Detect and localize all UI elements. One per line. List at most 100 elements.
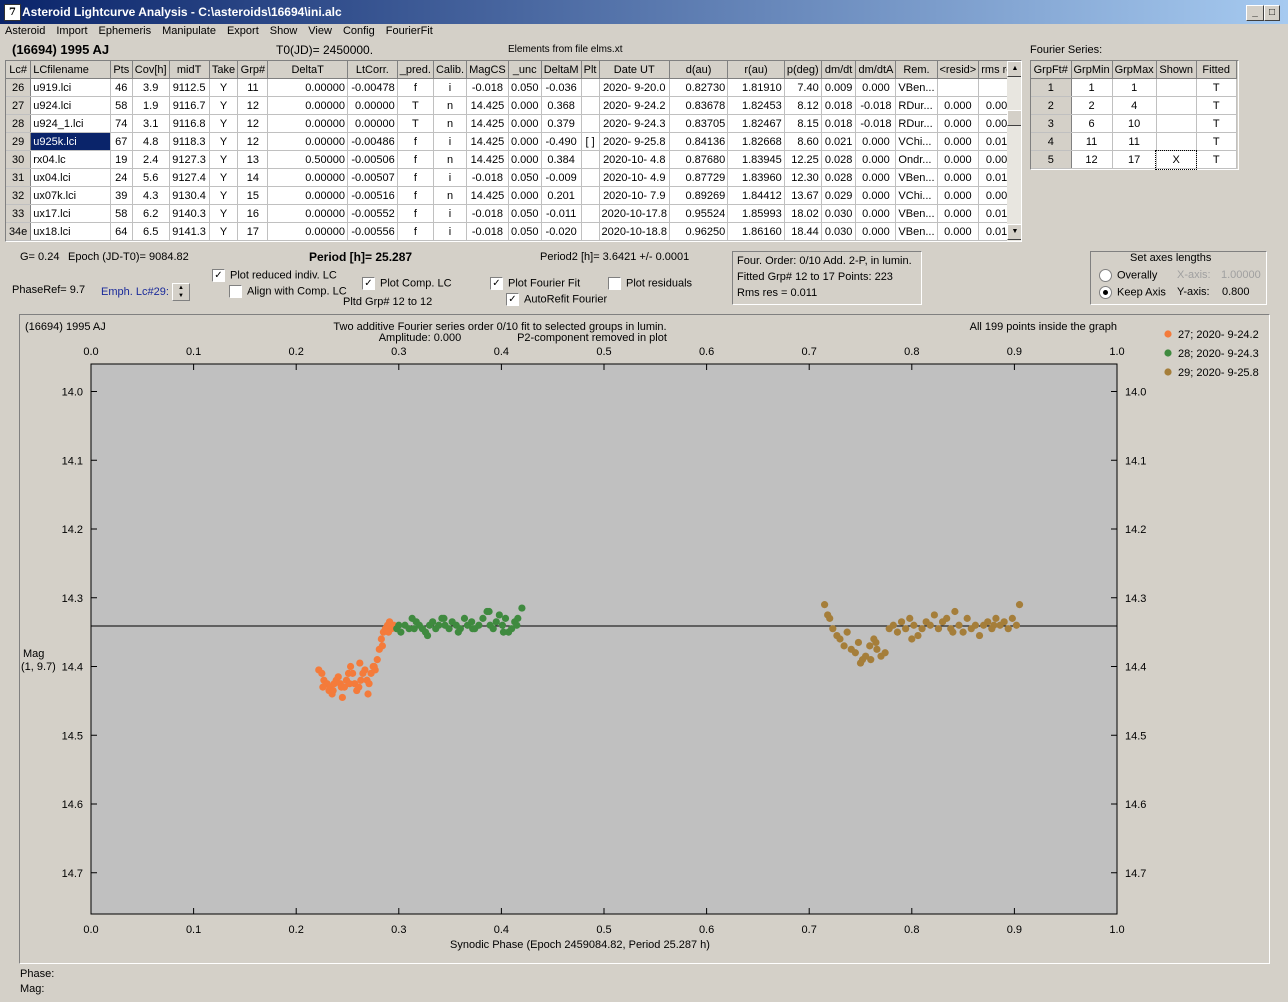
column-header[interactable]: LCfilename <box>30 61 111 79</box>
table-cell[interactable]: -0.018 <box>466 78 509 97</box>
lightcurve-plot-panel[interactable]: (16694) 1995 AJ Two additive Fourier ser… <box>19 314 1270 964</box>
table-cell[interactable]: -0.00507 <box>347 168 398 187</box>
table-cell[interactable] <box>581 168 600 187</box>
table-cell[interactable]: 14.425 <box>466 186 509 205</box>
table-cell[interactable]: 0.000 <box>855 132 897 151</box>
table-cell[interactable]: i <box>433 222 468 241</box>
table-cell[interactable] <box>937 78 980 97</box>
table-cell[interactable]: 64 <box>110 222 133 241</box>
table-cell[interactable]: 0.009 <box>821 78 857 97</box>
plot-fourier-check-icon[interactable]: ✓ <box>490 277 503 290</box>
table-cell[interactable]: 0.87680 <box>669 150 729 169</box>
table-cell[interactable]: -0.490 <box>541 132 582 151</box>
column-header[interactable]: midT <box>169 61 210 79</box>
column-header[interactable]: Calib. <box>433 61 468 79</box>
fourier-row[interactable]: 3 6 10 T <box>1031 114 1237 133</box>
table-cell[interactable] <box>581 78 600 97</box>
fourier-row-number[interactable]: 1 <box>1031 78 1072 97</box>
table-cell[interactable]: 9116.7 <box>169 96 210 115</box>
table-cell[interactable]: 0.030 <box>821 204 857 223</box>
table-cell[interactable]: 2020-10- 4.9 <box>599 168 670 187</box>
fourier-series-table[interactable]: GrpFt# GrpMin GrpMax Shown Fitted 1 1 1 T 2 2 4 T 3 6 1… <box>1030 60 1239 170</box>
table-cell[interactable]: 0.95524 <box>669 204 729 223</box>
table-cell[interactable]: 58 <box>110 204 133 223</box>
table-cell[interactable]: 3.9 <box>132 78 170 97</box>
fourier-column-header[interactable]: GrpFt# <box>1031 61 1072 79</box>
table-cell[interactable]: 7.40 <box>784 78 822 97</box>
fourier-row-number[interactable]: 2 <box>1031 96 1072 115</box>
fourier-cell[interactable] <box>1156 78 1197 97</box>
table-cell[interactable]: 0.000 <box>937 222 980 241</box>
table-cell[interactable]: Y <box>209 150 239 169</box>
table-cell[interactable]: 5.6 <box>132 168 170 187</box>
table-row[interactable]: 26 u919.lci 46 3.9 9112.5 Y 11 0.00000 -0.00478 f… <box>6 78 1021 97</box>
table-cell[interactable]: 19 <box>110 150 133 169</box>
minimize-button[interactable]: _ <box>1246 5 1264 21</box>
table-cell[interactable]: 0.000 <box>937 132 980 151</box>
table-cell[interactable]: f <box>397 222 434 241</box>
table-cell[interactable] <box>581 186 600 205</box>
table-cell[interactable]: -0.018 <box>855 96 897 115</box>
table-cell[interactable]: 1.85993 <box>727 204 785 223</box>
table-cell[interactable]: 0.000 <box>508 186 542 205</box>
table-cell[interactable]: ux18.lci <box>30 222 111 241</box>
table-cell[interactable]: 9112.5 <box>169 78 210 97</box>
column-header[interactable]: DeltaM <box>541 61 582 79</box>
menu-asteroid[interactable]: Asteroid <box>5 25 46 37</box>
table-cell[interactable]: f <box>397 168 434 187</box>
fourier-cell[interactable]: 1 <box>1112 78 1157 97</box>
table-cell[interactable]: i <box>433 78 468 97</box>
align-comp-check-icon[interactable] <box>229 285 242 298</box>
table-cell[interactable]: 0.379 <box>541 114 582 133</box>
table-cell[interactable]: -0.00552 <box>347 204 398 223</box>
column-header[interactable]: dm/dt <box>821 61 857 79</box>
row-number-cell[interactable]: 27 <box>6 96 32 115</box>
fourier-cell[interactable]: 10 <box>1112 114 1157 133</box>
table-cell[interactable] <box>581 96 600 115</box>
table-cell[interactable]: Y <box>209 132 239 151</box>
table-cell[interactable]: Y <box>209 78 239 97</box>
table-cell[interactable]: 9130.4 <box>169 186 210 205</box>
fourier-cell[interactable]: T <box>1196 78 1237 97</box>
table-cell[interactable]: 67 <box>110 132 133 151</box>
table-cell[interactable]: 0.00000 <box>267 96 348 115</box>
fourier-cell[interactable]: 12 <box>1071 150 1113 169</box>
column-header[interactable]: <resid> <box>937 61 980 79</box>
table-cell[interactable]: 2020-10- 7.9 <box>599 186 670 205</box>
plot-residuals-checkbox[interactable]: Plot residuals <box>608 277 692 290</box>
table-cell[interactable]: f <box>397 132 434 151</box>
table-row[interactable]: 28 u924_1.lci 74 3.1 9116.8 Y 12 0.00000 0.00000… <box>6 114 1021 133</box>
table-cell[interactable]: n <box>433 114 468 133</box>
table-cell[interactable]: u924.lci <box>30 96 111 115</box>
table-cell[interactable]: -0.00478 <box>347 78 398 97</box>
table-cell[interactable]: 0.00000 <box>347 96 398 115</box>
table-cell[interactable]: 0.000 <box>855 204 897 223</box>
table-cell[interactable]: 9141.3 <box>169 222 210 241</box>
table-cell[interactable]: 0.028 <box>821 168 857 187</box>
fourier-row-number[interactable]: 3 <box>1031 114 1072 133</box>
table-cell[interactable]: 1.83960 <box>727 168 785 187</box>
table-cell[interactable]: rx04.lc <box>30 150 111 169</box>
fourier-cell[interactable] <box>1156 132 1197 151</box>
table-cell[interactable]: 13 <box>237 150 269 169</box>
table-cell[interactable]: 0.96250 <box>669 222 729 241</box>
table-cell[interactable]: 16 <box>237 204 269 223</box>
table-cell[interactable]: -0.009 <box>541 168 582 187</box>
align-comp-checkbox[interactable]: Align with Comp. LC <box>229 285 347 298</box>
table-cell[interactable]: 0.000 <box>508 96 542 115</box>
table-cell[interactable]: n <box>433 96 468 115</box>
table-cell[interactable]: 0.000 <box>855 222 897 241</box>
fourier-column-header[interactable]: GrpMax <box>1112 61 1157 79</box>
table-cell[interactable]: 11 <box>237 78 269 97</box>
menu-ephemeris[interactable]: Ephemeris <box>98 25 152 37</box>
table-cell[interactable]: 0.000 <box>508 150 542 169</box>
menu-view[interactable]: View <box>308 25 332 37</box>
row-number-cell[interactable]: 32 <box>6 186 32 205</box>
plot-reduced-checkbox[interactable]: ✓ Plot reduced indiv. LC <box>212 269 337 282</box>
table-cell[interactable]: 0.00000 <box>267 132 348 151</box>
table-cell[interactable]: Y <box>209 114 239 133</box>
table-cell[interactable]: f <box>397 150 434 169</box>
